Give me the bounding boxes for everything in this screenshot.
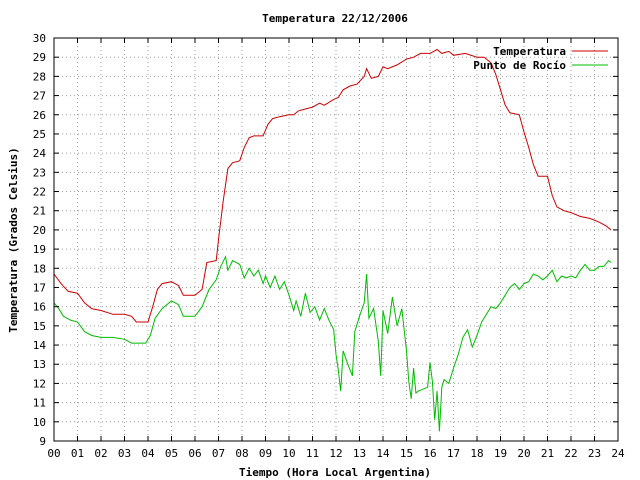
y-tick-label: 29 bbox=[33, 51, 46, 64]
axis-ticks: 00 01 02 03 04 05 06 07 08 09 10 11 12 13 14 15 16 17 18 19… bbox=[33, 32, 625, 460]
x-tick-label: 03 bbox=[118, 447, 131, 460]
y-tick-label: 9 bbox=[39, 435, 46, 448]
y-tick-label: 23 bbox=[33, 166, 46, 179]
x-axis-title: Tiempo (Hora Local Argentina) bbox=[239, 466, 431, 479]
x-tick-label: 06 bbox=[188, 447, 201, 460]
x-tick-label: 13 bbox=[353, 447, 366, 460]
legend-label: Temperatura bbox=[493, 45, 566, 58]
x-tick-label: 22 bbox=[564, 447, 577, 460]
y-tick-label: 27 bbox=[33, 90, 46, 103]
x-tick-label: 02 bbox=[94, 447, 107, 460]
x-tick-label: 04 bbox=[141, 447, 155, 460]
x-tick-label: 10 bbox=[282, 447, 295, 460]
x-tick-label: 14 bbox=[376, 447, 390, 460]
x-tick-label: 11 bbox=[306, 447, 319, 460]
x-tick-label: 21 bbox=[541, 447, 554, 460]
y-tick-label: 15 bbox=[33, 320, 46, 333]
y-tick-label: 28 bbox=[33, 70, 46, 83]
y-tick-label: 12 bbox=[33, 377, 46, 390]
y-tick-label: 14 bbox=[33, 339, 47, 352]
x-tick-label: 20 bbox=[517, 447, 530, 460]
y-tick-label: 24 bbox=[33, 147, 47, 160]
y-tick-label: 26 bbox=[33, 109, 46, 122]
legend-label: Punto de Rocío bbox=[473, 59, 566, 72]
x-tick-label: 05 bbox=[165, 447, 178, 460]
y-tick-label: 19 bbox=[33, 243, 46, 256]
x-tick-label: 15 bbox=[400, 447, 413, 460]
y-tick-label: 10 bbox=[33, 416, 46, 429]
x-tick-label: 12 bbox=[329, 447, 342, 460]
x-tick-label: 09 bbox=[259, 447, 272, 460]
y-tick-label: 11 bbox=[33, 397, 46, 410]
chart-title: Temperatura 22/12/2006 bbox=[262, 12, 408, 25]
x-tick-label: 00 bbox=[47, 447, 60, 460]
y-tick-label: 13 bbox=[33, 358, 46, 371]
temperatura-series-line bbox=[53, 48, 612, 323]
x-tick-label: 24 bbox=[611, 447, 625, 460]
y-tick-label: 17 bbox=[33, 281, 46, 294]
y-tick-label: 18 bbox=[33, 262, 46, 275]
y-tick-label: 16 bbox=[33, 301, 46, 314]
x-tick-label: 18 bbox=[470, 447, 483, 460]
y-tick-label: 30 bbox=[33, 32, 46, 45]
punto-de-rocio-series-line bbox=[53, 255, 612, 432]
y-tick-label: 25 bbox=[33, 128, 46, 141]
x-tick-label: 23 bbox=[588, 447, 601, 460]
x-tick-label: 16 bbox=[423, 447, 436, 460]
y-tick-label: 21 bbox=[33, 205, 46, 218]
x-tick-label: 19 bbox=[494, 447, 507, 460]
y-tick-label: 22 bbox=[33, 186, 46, 199]
x-tick-label: 08 bbox=[235, 447, 248, 460]
y-tick-label: 20 bbox=[33, 224, 46, 237]
y-axis-title: Temperatura (Grados Celsius) bbox=[7, 147, 20, 332]
x-tick-label: 01 bbox=[71, 447, 84, 460]
x-tick-label: 07 bbox=[212, 447, 225, 460]
series-lines bbox=[53, 48, 612, 432]
x-tick-label: 17 bbox=[447, 447, 460, 460]
